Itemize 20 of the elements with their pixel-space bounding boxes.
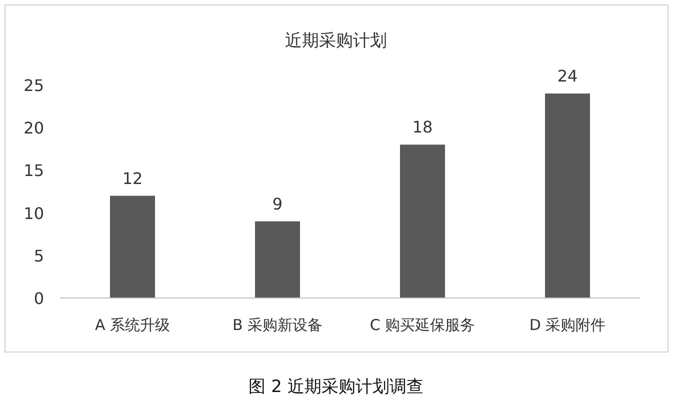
y-tick-label: 5 xyxy=(34,246,44,266)
bar xyxy=(110,196,155,298)
data-label: 24 xyxy=(557,66,578,86)
caption: 图 2 近期采购计划调查 xyxy=(248,377,424,397)
x-tick-label: C 购买延保服务 xyxy=(370,316,476,334)
y-tick-label: 15 xyxy=(24,161,44,180)
y-tick-label: 20 xyxy=(24,118,44,138)
chart-title: 近期采购计划 xyxy=(285,31,387,51)
bar xyxy=(545,94,590,298)
data-label: 9 xyxy=(272,194,283,214)
x-tick-label: B 采购新设备 xyxy=(232,316,323,334)
y-tick-label: 10 xyxy=(24,204,44,223)
x-tick-label: A 系统升级 xyxy=(94,316,170,334)
bar xyxy=(255,221,300,298)
data-label: 12 xyxy=(122,168,143,188)
bar xyxy=(400,144,445,298)
data-label: 18 xyxy=(412,118,433,137)
x-tick-label: D 采购附件 xyxy=(529,316,606,334)
y-tick-label: 0 xyxy=(34,289,44,308)
y-tick-label: 25 xyxy=(24,76,44,95)
